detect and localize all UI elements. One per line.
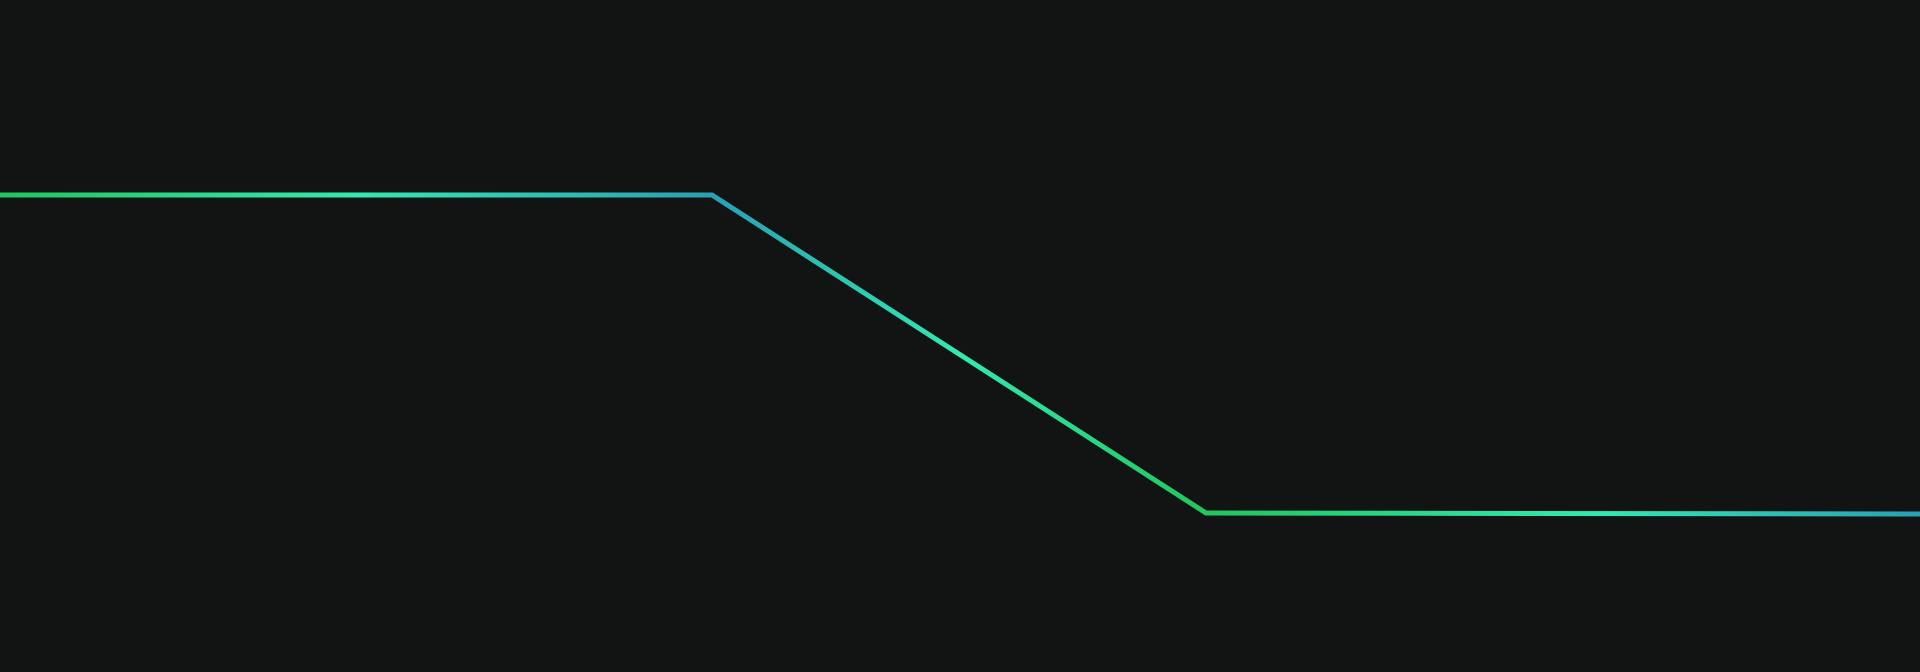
diagonal-descent-segment bbox=[709, 192, 1209, 516]
lower-flat-segment bbox=[1203, 510, 1920, 517]
